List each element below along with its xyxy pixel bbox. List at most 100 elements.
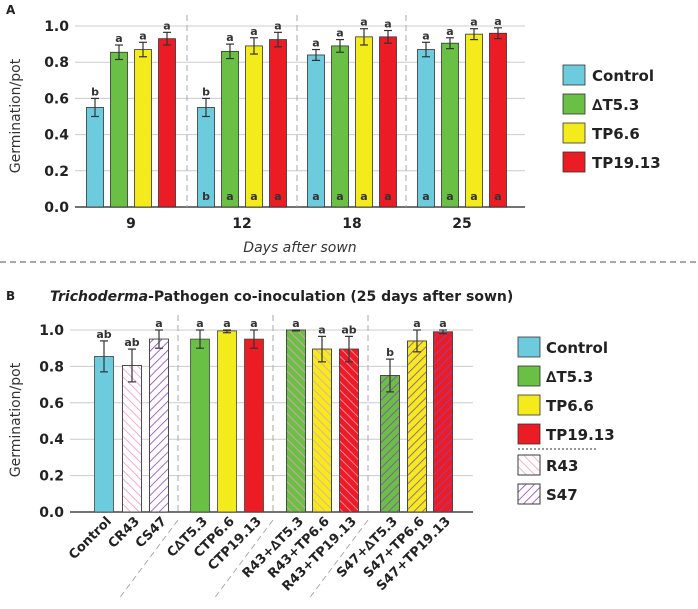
- legend-swatch: [517, 394, 541, 416]
- bar: [110, 51, 128, 208]
- legend-swatch: [562, 122, 586, 144]
- significance-letter: a: [274, 19, 281, 32]
- significance-letter: b: [91, 85, 99, 98]
- significance-letter: b: [202, 85, 210, 98]
- significance-letter: a: [360, 16, 367, 29]
- x-axis-label: Days after sown: [243, 240, 356, 256]
- bar: [489, 32, 507, 208]
- legend-swatch: [517, 423, 541, 445]
- legend-swatch-hatch: [517, 454, 541, 476]
- title-rest: -Pathogen co-inoculation (25 days after …: [148, 289, 513, 305]
- significance-letter: a: [155, 317, 162, 330]
- x-tick-label: 9: [126, 216, 136, 232]
- bar-hatch: [122, 365, 142, 513]
- title-italic: Trichoderma: [50, 289, 148, 305]
- legend-swatch: [562, 64, 586, 86]
- legend-label: Control: [592, 67, 654, 85]
- legend-swatch-hatch: [517, 483, 541, 505]
- significance-letter: a: [223, 317, 230, 330]
- significance-letter-bottom: a: [384, 190, 391, 203]
- significance-letter: ab: [124, 336, 139, 349]
- significance-letter: a: [139, 29, 146, 42]
- legend-swatch: [517, 336, 541, 358]
- significance-letter: a: [312, 37, 319, 50]
- legend-label: ∆T5.3: [546, 368, 593, 386]
- significance-letter-bottom: a: [446, 190, 453, 203]
- significance-letter: a: [250, 317, 257, 330]
- bar: [331, 45, 349, 208]
- bar: [441, 42, 459, 208]
- significance-letter: a: [196, 317, 203, 330]
- bar: [134, 49, 152, 208]
- panel-label: A: [6, 3, 16, 17]
- legend-swatch: [562, 151, 586, 173]
- significance-letter: ab: [341, 323, 356, 336]
- x-tick-label: 18: [342, 216, 361, 232]
- y-tick-label: 0.8: [44, 55, 69, 71]
- significance-letter: a: [336, 27, 343, 40]
- x-tick-label: CS47: [133, 514, 170, 551]
- bar-hatch: [380, 375, 400, 513]
- bar-hatch: [433, 331, 453, 513]
- bar-hatch: [407, 340, 427, 513]
- bar: [465, 33, 483, 208]
- legend-label: ∆T5.3: [592, 96, 639, 114]
- bar: [269, 39, 287, 208]
- legend-label: S47: [546, 486, 578, 504]
- significance-letter: a: [250, 25, 257, 38]
- y-tick-label: 0.8: [39, 359, 64, 375]
- bar: [190, 338, 210, 513]
- label-separator: [117, 519, 179, 601]
- bar: [379, 36, 397, 208]
- bar: [307, 54, 325, 208]
- bar-hatch: [149, 338, 169, 513]
- bar-hatch: [339, 348, 359, 513]
- legend-label: TP19.13: [592, 154, 661, 172]
- significance-letter: ab: [96, 328, 111, 341]
- y-tick-label: 0.4: [44, 128, 69, 144]
- label-separator: [212, 519, 274, 601]
- significance-letter: a: [318, 323, 325, 336]
- bar: [86, 107, 104, 208]
- y-tick-label: 0.2: [39, 469, 64, 485]
- bar: [417, 49, 435, 208]
- legend-swatch: [517, 365, 541, 387]
- bar: [245, 45, 263, 208]
- bar: [94, 355, 114, 513]
- bar: [221, 50, 239, 208]
- y-tick-label: 0.0: [44, 200, 69, 216]
- bar: [244, 338, 264, 513]
- y-tick-label: 1.0: [44, 19, 69, 35]
- significance-letter: a: [292, 317, 299, 330]
- significance-letter: a: [115, 32, 122, 45]
- y-tick-label: 0.2: [44, 164, 69, 180]
- y-tick-label: 0.6: [39, 396, 64, 412]
- legend-label: TP6.6: [592, 125, 640, 143]
- significance-letter-bottom: a: [360, 190, 367, 203]
- panel-a: A Germination/pot 0.0 0.2 0.4 0.6 0.8 1.0 9 b a a a 1…: [6, 3, 661, 256]
- legend-label: TP6.6: [546, 397, 594, 415]
- significance-letter-bottom: a: [226, 190, 233, 203]
- bar-hatch: [312, 348, 332, 513]
- legend-label: R43: [546, 457, 578, 475]
- legend-swatch: [562, 93, 586, 115]
- legend-label: TP19.13: [546, 426, 615, 444]
- significance-letter: a: [384, 18, 391, 31]
- y-tick-label: 0.4: [39, 432, 64, 448]
- significance-letter: a: [494, 15, 501, 28]
- significance-letter: a: [439, 317, 446, 330]
- significance-letter-bottom: a: [250, 190, 257, 203]
- y-axis-label: Germination/pot: [8, 362, 24, 477]
- significance-letter: a: [446, 25, 453, 38]
- significance-letter-bottom: a: [312, 190, 319, 203]
- y-tick-label: 0.6: [44, 91, 69, 107]
- significance-letter: a: [470, 16, 477, 29]
- panel-b: B Trichoderma-Pathogen co-inoculation (25…: [6, 289, 615, 601]
- significance-letter: a: [413, 317, 420, 330]
- significance-letter: a: [163, 19, 170, 32]
- significance-letter-bottom: b: [202, 190, 210, 203]
- bar-hatch: [286, 329, 306, 513]
- significance-letter-bottom: a: [470, 190, 477, 203]
